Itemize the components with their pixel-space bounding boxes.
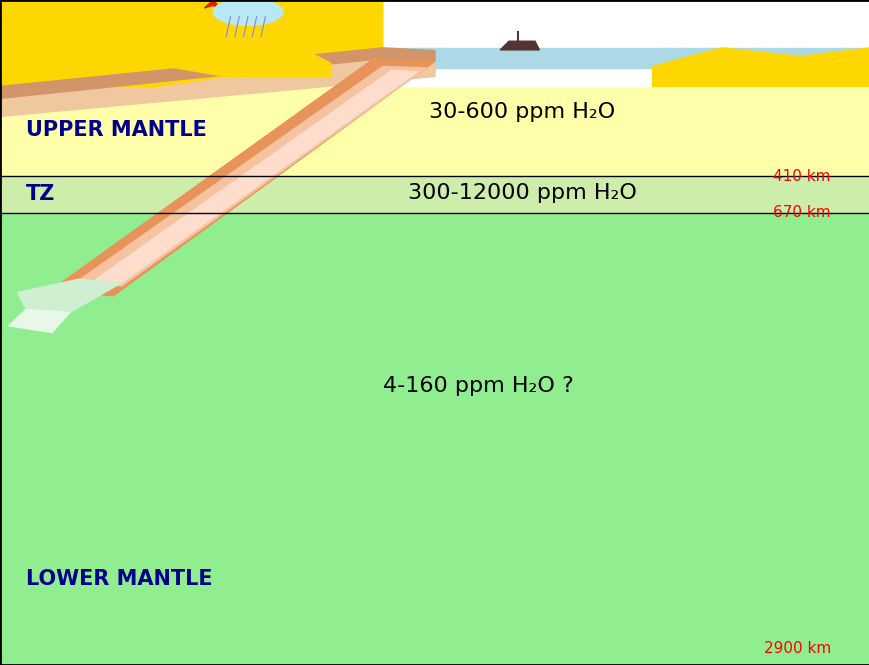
Bar	[0, 213, 869, 665]
Polygon shape	[9, 309, 70, 332]
Polygon shape	[78, 66, 426, 286]
Polygon shape	[500, 41, 539, 50]
Polygon shape	[204, 0, 222, 10]
Ellipse shape	[213, 0, 282, 25]
Bar	[365, 48, 869, 68]
Text: 30-600 ppm H₂O: 30-600 ppm H₂O	[428, 102, 614, 122]
Polygon shape	[0, 48, 434, 98]
Polygon shape	[148, 0, 330, 76]
Bar	[0, 0, 869, 86]
Polygon shape	[96, 70, 417, 283]
Polygon shape	[652, 48, 869, 86]
Bar	[0, 86, 869, 176]
Text: TZ: TZ	[26, 184, 56, 204]
Text: 670 km: 670 km	[773, 205, 830, 220]
Polygon shape	[0, 0, 382, 86]
Polygon shape	[0, 59, 434, 116]
Text: LOWER MANTLE: LOWER MANTLE	[26, 569, 213, 589]
Text: 2900 km: 2900 km	[763, 641, 830, 656]
Text: 300-12000 ppm H₂O: 300-12000 ppm H₂O	[407, 183, 636, 203]
Polygon shape	[52, 59, 434, 296]
Polygon shape	[17, 279, 122, 313]
Text: 4-160 ppm H₂O ?: 4-160 ppm H₂O ?	[382, 376, 574, 396]
Bar	[0, 176, 869, 213]
Text: UPPER MANTLE: UPPER MANTLE	[26, 120, 207, 140]
Text: 410 km: 410 km	[773, 169, 830, 184]
